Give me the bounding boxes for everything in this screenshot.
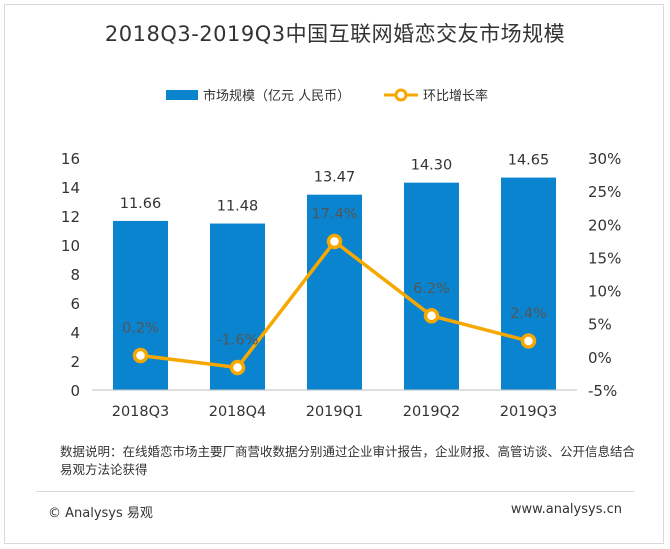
- x-tick-label: 2018Q3: [112, 404, 170, 420]
- right-axis: -5% 0% 5% 10% 15% 20% 25% 30%: [588, 150, 621, 400]
- growth-point: [132, 347, 149, 364]
- right-tick-label: 25%: [588, 183, 621, 201]
- left-tick-label: 6: [70, 295, 80, 313]
- left-tick-label: 2: [70, 353, 80, 371]
- growth-value-label: 17.4%: [311, 207, 357, 223]
- bar-value-label: 11.66: [120, 196, 162, 212]
- bar: [404, 182, 459, 390]
- growth-point: [520, 333, 537, 349]
- bar-value-label: 11.48: [217, 199, 259, 215]
- bar-value-label: 13.47: [314, 170, 356, 186]
- x-tick-label: 2019Q1: [306, 404, 364, 420]
- right-tick-label: 15%: [588, 249, 621, 267]
- right-tick-label: 30%: [588, 150, 621, 168]
- legend-swatch-bar: [166, 90, 198, 100]
- legend-label-bar: 市场规模（亿元 人民币）: [203, 88, 350, 104]
- right-tick-label: 10%: [588, 283, 621, 301]
- x-tick-label: 2019Q2: [403, 404, 461, 420]
- left-tick-label: 14: [61, 179, 80, 197]
- footer-divider: [36, 491, 634, 492]
- line-labels: 0.2% -1.6% 17.4% 6.2% 2.4%: [122, 207, 547, 349]
- data-note: 数据说明：在线婚恋市场主要厂商营收数据分别通过企业审计报告，企业财报、高管访谈、…: [60, 444, 636, 477]
- bar: [501, 177, 556, 390]
- growth-point: [423, 308, 440, 324]
- growth-value-label: -1.6%: [216, 332, 258, 348]
- left-axis: 0 2 4 6 8 10 12 14 16: [61, 150, 80, 400]
- chart-title: 2018Q3-2019Q3中国互联网婚恋交友市场规模: [104, 22, 566, 46]
- legend-swatch-marker: [394, 88, 408, 102]
- left-tick-label: 10: [61, 237, 80, 255]
- bar: [307, 194, 362, 390]
- chart-svg: 市场规模（亿元 人民币） 环比增长率 0 2 4 6 8 10 12 14 16 -5% 0% 5%…: [61, 88, 621, 420]
- right-tick-label: -5%: [588, 382, 617, 400]
- line-series: [132, 233, 537, 376]
- right-tick-label: 5%: [588, 316, 612, 334]
- left-tick-label: 8: [70, 266, 80, 284]
- left-tick-label: 4: [70, 324, 80, 342]
- legend: 市场规模（亿元 人民币） 环比增长率: [166, 88, 488, 104]
- left-tick-label: 0: [70, 382, 80, 400]
- growth-point: [229, 359, 246, 376]
- right-tick-label: 0%: [588, 349, 612, 367]
- footer-website: www.analysys.cn: [510, 502, 622, 517]
- bar-labels: 11.66 11.48 13.47 14.30 14.65: [120, 153, 550, 215]
- left-tick-label: 12: [61, 208, 80, 226]
- left-tick-label: 16: [61, 150, 80, 168]
- growth-value-label: 0.2%: [122, 321, 159, 337]
- x-tick-label: 2019Q3: [500, 404, 558, 420]
- right-tick-label: 20%: [588, 216, 621, 234]
- chart-frame: [4, 4, 664, 544]
- x-tick-label: 2018Q4: [209, 404, 267, 420]
- footer-copyright: © Analysys 易观: [48, 506, 153, 521]
- bar-value-label: 14.30: [411, 158, 453, 174]
- growth-point: [326, 233, 343, 250]
- x-axis: 2018Q3 2018Q4 2019Q1 2019Q2 2019Q3: [112, 404, 558, 420]
- legend-label-line: 环比增长率: [423, 88, 488, 104]
- growth-value-label: 2.4%: [510, 306, 547, 322]
- bar: [113, 220, 168, 390]
- bar-value-label: 14.65: [508, 153, 550, 169]
- growth-value-label: 6.2%: [413, 281, 450, 297]
